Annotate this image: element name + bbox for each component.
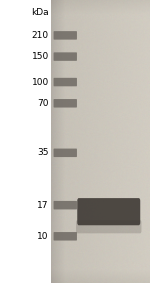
Text: 150: 150 <box>32 52 49 61</box>
FancyBboxPatch shape <box>77 198 140 225</box>
Text: 17: 17 <box>37 201 49 210</box>
Text: kDa: kDa <box>31 8 49 17</box>
FancyBboxPatch shape <box>54 201 77 209</box>
Text: 10: 10 <box>37 232 49 241</box>
FancyBboxPatch shape <box>54 52 77 61</box>
FancyBboxPatch shape <box>54 78 77 86</box>
FancyBboxPatch shape <box>76 220 141 233</box>
FancyBboxPatch shape <box>54 31 77 40</box>
FancyBboxPatch shape <box>54 149 77 157</box>
Text: 35: 35 <box>37 148 49 157</box>
Text: 70: 70 <box>37 99 49 108</box>
FancyBboxPatch shape <box>54 99 77 108</box>
FancyBboxPatch shape <box>54 232 77 241</box>
Text: 210: 210 <box>32 31 49 40</box>
Text: 100: 100 <box>32 78 49 87</box>
